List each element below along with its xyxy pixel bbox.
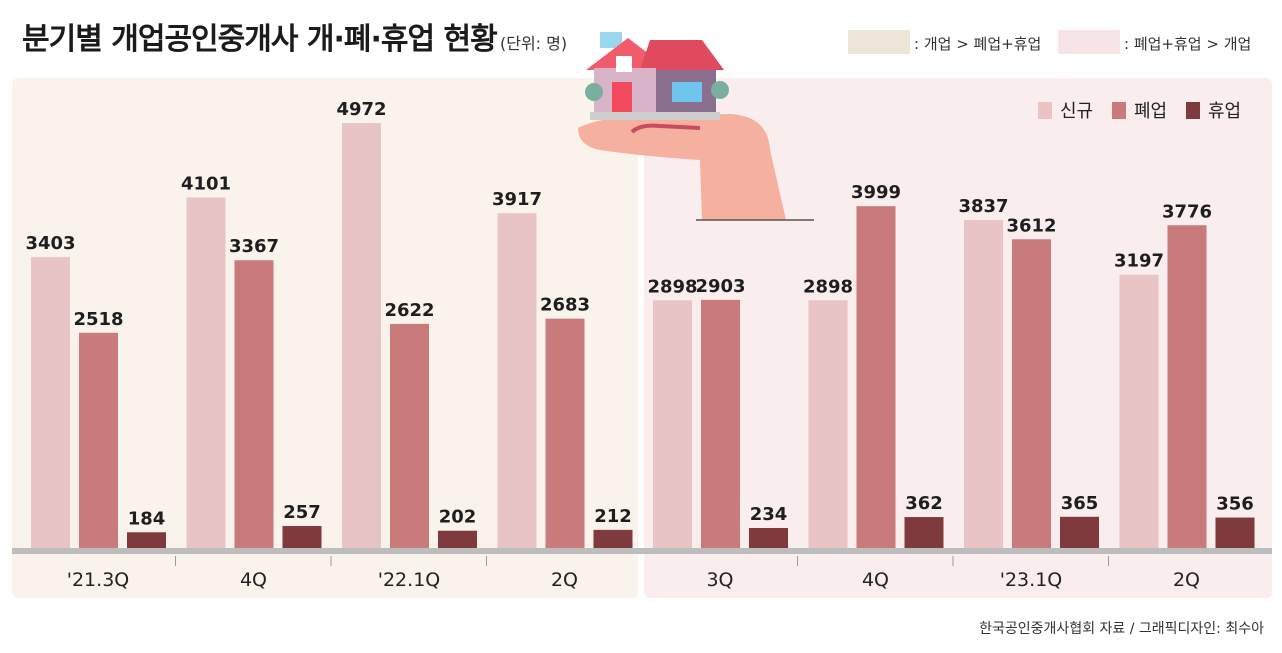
data-label: 2903 [695,276,745,297]
x-tick-label: 4Q [862,569,889,591]
data-label: 3999 [851,182,901,203]
x-tick-label: '23.1Q [1000,569,1062,591]
legend-swatch-close-greater [1058,30,1120,54]
data-label: 234 [750,504,788,525]
legend-label-휴업: 휴업 [1208,101,1241,122]
legend-text-open-greater: : 개업 > 폐업+휴업 [914,35,1042,53]
data-label: 2622 [384,300,434,321]
bar-신규-7 [1119,274,1159,548]
data-label: 4972 [336,99,386,120]
bar-폐업-6 [1012,239,1051,548]
x-tick-label: '21.3Q [67,569,129,591]
unit-label: (단위: 명) [500,34,568,53]
data-label: 3612 [1006,215,1056,236]
bar-폐업-0 [79,332,118,548]
bar-휴업-7 [1215,517,1255,548]
x-tick-label: 2Q [1173,569,1200,591]
data-label: 184 [128,508,166,529]
x-tick-label: '22.1Q [378,569,440,591]
x-axis-baseline [12,548,1272,554]
bar-휴업-4 [749,527,788,548]
bar-폐업-7 [1167,225,1207,549]
data-label: 4101 [181,173,231,194]
bar-휴업-0 [127,532,166,548]
x-tick-label: 3Q [706,569,733,591]
data-label: 2518 [73,309,123,330]
x-tick-label: 2Q [551,569,578,591]
legend-swatch-휴업 [1186,102,1200,119]
data-label: 365 [1061,493,1099,514]
data-label: 362 [905,493,943,514]
bar-신규-3 [497,213,537,549]
bar-신규-5 [808,300,848,548]
x-tick-label: 4Q [240,569,267,591]
source-note: 한국공인중개사협회 자료 / 그래픽디자인: 최수아 [979,621,1264,637]
data-label: 2683 [540,295,590,316]
data-label: 3776 [1162,201,1212,222]
data-label: 3197 [1114,251,1164,272]
data-label: 2898 [803,276,853,297]
chart-title: 분기별 개업공인중개사 개·폐·휴업 현황 [22,22,498,57]
bar-폐업-4 [701,299,740,548]
legend-swatch-open-greater [848,30,910,54]
legend-swatch-폐업 [1112,102,1126,119]
bar-휴업-2 [438,530,477,548]
bar-폐업-2 [390,323,429,548]
bar-신규-6 [964,220,1003,548]
legend-label-신규: 신규 [1060,101,1093,122]
bar-폐업-1 [234,260,274,548]
bar-신규-1 [186,197,226,548]
bar-폐업-3 [545,318,585,548]
data-label: 3367 [229,236,279,257]
bar-휴업-5 [904,517,944,548]
bar-신규-4 [653,300,692,548]
bar-신규-0 [31,257,70,548]
data-label: 3403 [25,233,75,254]
data-label: 3837 [958,196,1008,217]
data-label: 3917 [492,189,542,210]
bar-휴업-6 [1060,516,1099,548]
house-in-hand-illustration [578,32,814,221]
data-label: 212 [594,506,632,527]
data-label: 257 [283,502,321,523]
bar-휴업-1 [282,526,322,548]
data-label: 356 [1216,494,1254,515]
data-label: 202 [439,507,477,528]
data-label: 2898 [647,276,697,297]
bar-폐업-5 [856,206,896,549]
legend-text-close-greater: : 폐업+휴업 > 개업 [1124,35,1252,53]
bar-신규-2 [342,123,381,548]
legend-label-폐업: 폐업 [1134,101,1167,122]
bar-휴업-3 [593,529,633,548]
legend-swatch-신규 [1038,102,1052,119]
